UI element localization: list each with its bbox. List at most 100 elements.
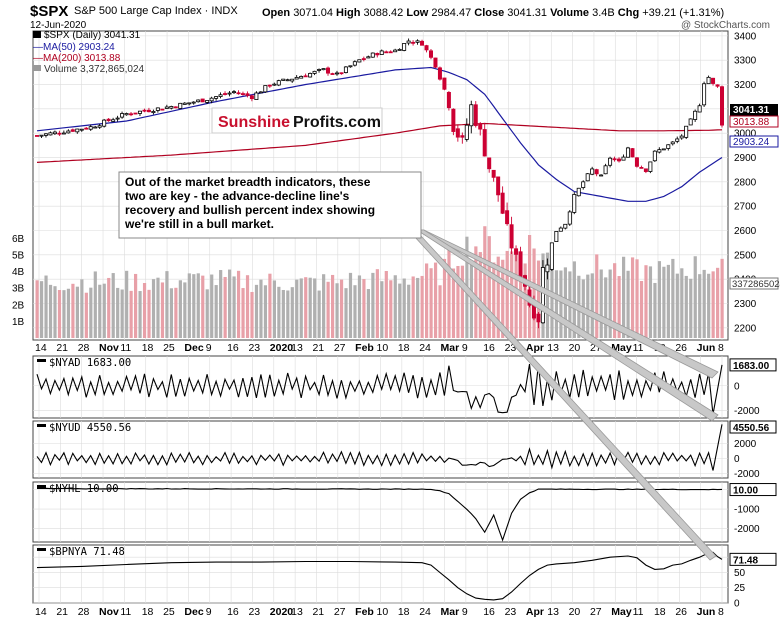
candle-body [514,248,519,255]
candle-body [581,181,586,188]
candle-body [648,161,653,172]
volume-bar [295,279,299,338]
bpnya-x-tick-label: 18 [654,606,666,618]
candle-body [684,125,689,138]
candle-body [227,92,232,95]
volume-bar [183,282,187,338]
candle-body [670,141,675,145]
price-y-tick-label: 3000 [734,129,757,140]
price-x-tick-label: 18 [142,342,154,354]
candle-body [375,53,380,56]
volume-bar [187,273,191,338]
volume-bar [228,269,232,338]
volume-bar [259,279,263,338]
price-y-tick-label: 2600 [734,226,757,237]
candle-body [209,97,214,102]
candle-body [594,169,599,175]
price-x-tick-label: Apr [526,342,544,354]
candle-body [415,40,420,43]
candle-body [196,99,201,103]
volume-bar [357,275,362,338]
volume-bar [107,277,111,338]
candle-body [460,135,465,138]
badge-close-bg [730,104,778,116]
candle-body [585,173,590,182]
bpnya-x-tick-label: 18 [398,606,410,618]
candle-body [276,80,281,86]
bpnya-x-tick-label: 27 [334,606,346,618]
volume-bar [653,282,657,338]
candle-body [88,126,93,130]
candle-body [52,131,57,135]
candle-body [500,192,505,214]
candle-body [554,231,559,242]
candle-body [590,168,595,175]
candle-body [446,91,451,109]
volume-bar [438,285,442,338]
volume-bar [371,272,375,338]
candle-body [675,138,680,142]
candle-body [343,66,348,73]
volume-bar [460,265,465,338]
volume-bar [98,284,102,338]
bpnya-x-tick-label: 18 [142,606,154,618]
volume-bar [689,278,693,338]
volume-bar [684,275,688,338]
price-x-tick-label: 27 [334,342,346,354]
bpnya-last-badge: 71.48 [733,555,758,566]
nyud-y-tick-label: -2000 [734,469,760,480]
volume-bar [590,273,594,338]
volume-bar [496,256,500,338]
candle-body [455,128,460,138]
nyad-title: $NYAD 1683.00 [49,357,131,369]
price-y-tick-label: 3200 [734,80,757,91]
bpnya-x-tick-label: Jun [697,606,716,618]
volume-bar [317,290,321,338]
candle-body [169,106,174,109]
nyhl-title-swatch [37,485,46,488]
candle-body [639,166,644,169]
bpnya-series-line [36,551,723,601]
candle-body [326,67,331,74]
price-x-tick-label: 13 [291,342,303,354]
volume-bar [196,273,200,338]
candle-body [370,52,375,58]
volume-bar [71,283,75,338]
candle-body [464,124,469,140]
bpnya-x-tick-label: 23 [248,606,260,618]
candle-body [281,78,286,81]
annotation-line-2: two are key - the advance-decline line's [125,189,350,203]
candle-body [576,187,581,197]
price-y-tick-label: 2900 [734,153,757,164]
bpnya-x-tick-label: 8 [718,606,724,618]
nyad-y-tick-label: 0 [734,381,740,392]
candle-body [214,96,219,99]
price-x-tick-label: 10 [377,342,389,354]
volume-bar [80,279,84,338]
nyhl-series-line [37,487,723,542]
legend-swatch-volume [33,65,41,71]
volume-bar [133,273,138,338]
price-x-tick-label: 21 [56,342,68,354]
bpnya-x-tick-label: 26 [675,606,687,618]
candle-body [151,111,156,114]
volume-bar [639,281,644,338]
candle-body [339,72,344,75]
volume-bar [344,288,348,338]
candle-body [720,86,725,126]
candle-body [146,109,151,113]
badge-ma200: 3013.88 [733,117,770,128]
price-y-tick-label: 2700 [734,202,757,213]
bpnya-panel: 7550250$BPNYA 71.4871.48142128Nov111825D… [32,544,777,618]
volume-bar [165,271,169,338]
volume-bar [178,280,182,338]
volume-bar [572,261,576,338]
volume-bar [147,289,151,338]
candle-body [231,91,236,94]
bpnya-x-tick-label: 16 [227,606,239,618]
volume-y-tick-label: 1B [12,317,25,328]
candle-body [308,73,313,78]
candle-body [482,129,487,157]
candle-body [75,128,80,133]
candle-body [549,242,554,270]
